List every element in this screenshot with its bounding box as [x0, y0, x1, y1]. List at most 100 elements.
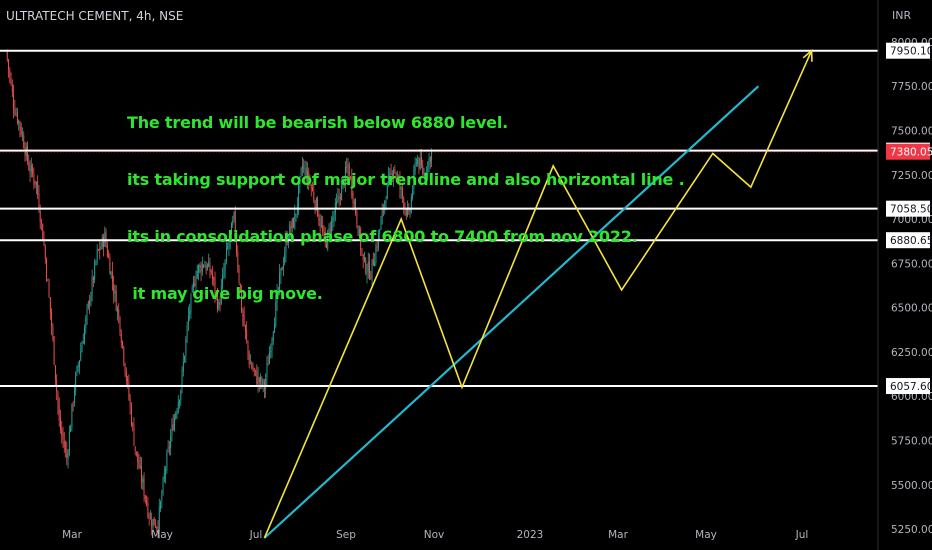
- candle-body: [413, 169, 415, 189]
- candle-body: [77, 365, 79, 368]
- candle-body: [96, 249, 98, 261]
- candle-body: [180, 390, 182, 401]
- candle-body: [429, 157, 431, 163]
- candle-body: [57, 391, 59, 407]
- candle-body: [313, 192, 315, 201]
- candle-body: [165, 468, 167, 475]
- candle-body: [260, 377, 262, 382]
- candle-body: [86, 307, 88, 316]
- candle-body: [386, 182, 388, 200]
- candle-body: [237, 251, 239, 268]
- candle-body: [241, 289, 243, 312]
- candle-body: [9, 69, 11, 76]
- level-tag-label: 7058.50: [890, 204, 932, 216]
- candle-body: [299, 175, 301, 186]
- candle-body: [399, 179, 401, 189]
- candle-body: [266, 364, 268, 378]
- candle-body: [142, 478, 144, 483]
- candle-body: [20, 127, 22, 135]
- candle-body: [210, 270, 212, 274]
- candle-body: [209, 263, 211, 273]
- candle-body: [175, 413, 177, 419]
- candle-body: [369, 261, 370, 279]
- candle-body: [184, 355, 186, 362]
- candle-body: [251, 363, 253, 369]
- candle-body: [213, 277, 215, 280]
- candle-body: [181, 370, 183, 389]
- candle-body: [291, 218, 293, 229]
- candle-body: [32, 166, 34, 174]
- candle-body: [115, 290, 117, 311]
- candle-body: [298, 185, 300, 207]
- candle-body: [312, 187, 313, 191]
- candle-body: [265, 378, 267, 389]
- candle-body: [380, 218, 382, 230]
- candle-body: [258, 377, 260, 383]
- current-price-tag: [886, 143, 930, 160]
- candle-body: [234, 211, 236, 238]
- candle-body: [89, 300, 91, 305]
- candle-body: [279, 273, 281, 290]
- y-tick-label: 6750.00: [891, 258, 932, 270]
- level-tag: [886, 232, 930, 249]
- candle-body: [375, 247, 377, 264]
- y-tick-label: 6500.00: [891, 303, 932, 315]
- candle-body: [79, 360, 80, 368]
- candle-body: [38, 193, 40, 211]
- candle-body: [372, 259, 374, 266]
- y-tick-label: 5750.00: [891, 436, 932, 448]
- candle-body: [428, 158, 430, 165]
- candle-body: [233, 211, 235, 220]
- candle-body: [215, 291, 217, 294]
- y-tick-label: 7750.00: [891, 81, 932, 93]
- candle-body: [269, 352, 270, 364]
- candle-body: [176, 410, 178, 415]
- candle-body: [189, 310, 191, 314]
- candle-body: [333, 214, 335, 220]
- candle-body: [19, 121, 21, 129]
- candle-body: [262, 379, 264, 385]
- candle-body: [11, 84, 13, 93]
- candle-body: [357, 225, 359, 236]
- candle-body: [10, 77, 12, 84]
- candle-body: [322, 225, 324, 232]
- candle-body: [172, 423, 174, 431]
- candle-body: [421, 157, 422, 166]
- candle-body: [155, 525, 156, 528]
- candle-body: [90, 294, 92, 306]
- level-tag: [886, 200, 930, 217]
- candle-body: [381, 209, 383, 218]
- candle-body: [14, 109, 16, 115]
- candle-body: [255, 369, 256, 371]
- candle-body: [243, 315, 245, 326]
- candle-body: [395, 172, 397, 178]
- candle-body: [148, 514, 150, 519]
- candle-body: [108, 255, 110, 258]
- candle-body: [62, 432, 64, 440]
- candle-body: [276, 291, 278, 302]
- candle-body: [337, 196, 339, 201]
- candle-body: [423, 173, 425, 176]
- candle-body: [271, 339, 273, 350]
- candle-body: [214, 277, 216, 294]
- candle-body: [105, 232, 107, 245]
- candle-body: [81, 344, 83, 353]
- candle-body: [400, 187, 402, 190]
- candle-body: [48, 282, 50, 297]
- x-tick-label: Mar: [62, 529, 82, 541]
- candle-body: [52, 325, 54, 339]
- candle-body: [366, 272, 368, 275]
- candle-body: [30, 164, 32, 172]
- candle-body: [305, 168, 307, 181]
- candle-body: [419, 158, 421, 169]
- candle-body: [342, 178, 344, 184]
- candle-body: [236, 238, 237, 253]
- y-tick-label: 7000.00: [891, 214, 932, 226]
- candle-body: [46, 259, 47, 280]
- candle-body: [231, 223, 232, 235]
- candle-body: [128, 382, 130, 399]
- candle-body: [179, 400, 180, 403]
- candle-body: [248, 352, 250, 366]
- candle-body: [367, 261, 369, 272]
